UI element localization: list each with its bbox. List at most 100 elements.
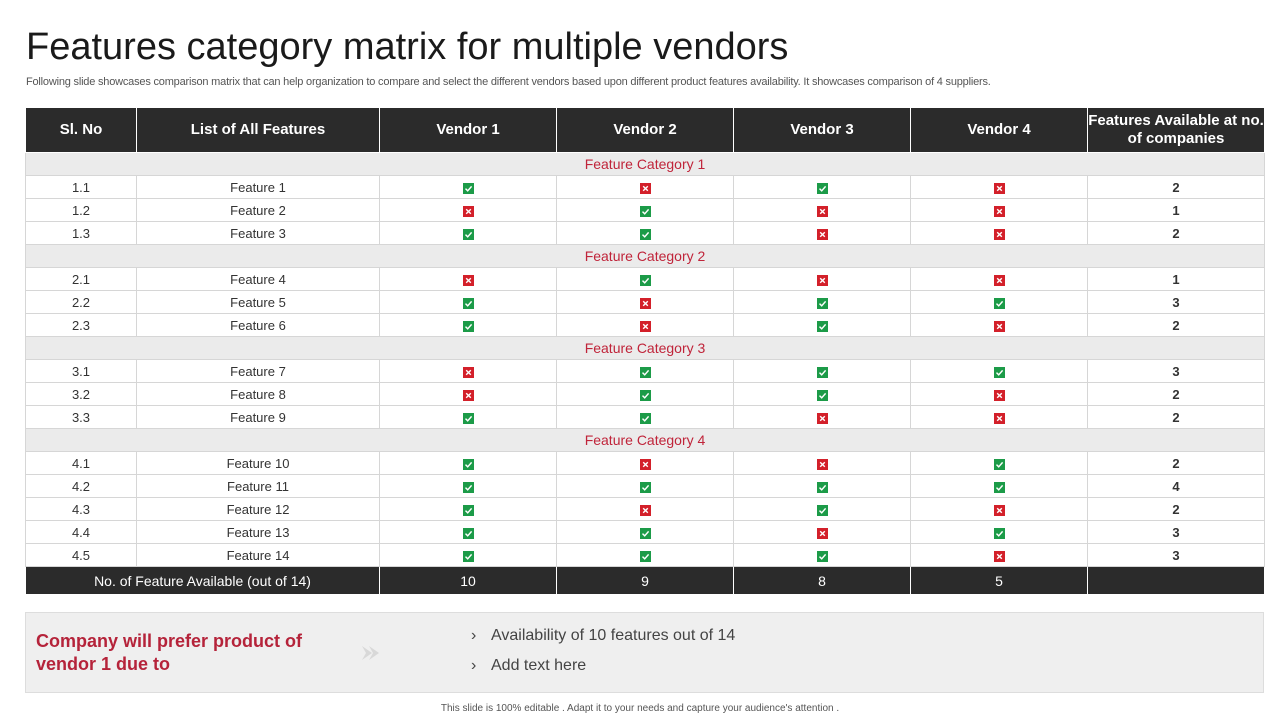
vendor-cell: [910, 520, 1088, 544]
feature-name: Feature 5: [136, 290, 380, 314]
serial-number: 1.1: [25, 175, 137, 199]
point: › Add text here: [471, 657, 735, 687]
unavailable-icon: [639, 297, 651, 309]
company-count: 2: [1087, 405, 1265, 429]
unavailable-icon: [462, 205, 474, 217]
column-header: List of All Features: [136, 107, 380, 153]
available-icon: [462, 481, 474, 493]
unavailable-icon: [993, 228, 1005, 240]
vendor-cell: [733, 221, 911, 245]
category-name: Feature Category 2: [25, 244, 1265, 268]
total-empty: [1087, 566, 1265, 595]
vendor-cell: [379, 313, 557, 337]
vendor-cell: [556, 267, 734, 291]
serial-number: 4.5: [25, 543, 137, 567]
vendor-cell: [556, 359, 734, 383]
vendor-cell: [910, 359, 1088, 383]
available-icon: [816, 504, 828, 516]
vendor-cell: [556, 543, 734, 567]
available-icon: [462, 458, 474, 470]
available-icon: [816, 550, 828, 562]
unavailable-icon: [816, 412, 828, 424]
conclusion-box: Company will prefer product of vendor 1 …: [25, 612, 1264, 693]
available-icon: [639, 366, 651, 378]
vendor-cell: [733, 474, 911, 498]
available-icon: [462, 182, 474, 194]
vendor-cell: [556, 313, 734, 337]
feature-row: 4.2 Feature 11 4: [25, 474, 1265, 498]
vendor-cell: [910, 290, 1088, 314]
column-header: Sl. No: [25, 107, 137, 153]
serial-number: 2.1: [25, 267, 137, 291]
feature-name: Feature 4: [136, 267, 380, 291]
category-row: Feature Category 1: [25, 152, 1265, 176]
serial-number: 4.4: [25, 520, 137, 544]
available-icon: [639, 228, 651, 240]
company-count: 3: [1087, 520, 1265, 544]
vendor-cell: [733, 313, 911, 337]
vendor-cell: [910, 497, 1088, 521]
available-icon: [816, 297, 828, 309]
available-icon: [993, 527, 1005, 539]
feature-name: Feature 9: [136, 405, 380, 429]
feature-row: 4.4 Feature 13 3: [25, 520, 1265, 544]
feature-name: Feature 12: [136, 497, 380, 521]
vendor-cell: [379, 267, 557, 291]
total-row: No. of Feature Available (out of 14) 10 9 8…: [25, 566, 1265, 595]
unavailable-icon: [993, 504, 1005, 516]
unavailable-icon: [816, 274, 828, 286]
feature-name: Feature 2: [136, 198, 380, 222]
conclusion-points: › Availability of 10 features out of 14 › A…: [471, 627, 735, 687]
available-icon: [462, 527, 474, 539]
total-value: 9: [556, 566, 734, 595]
available-icon: [993, 297, 1005, 309]
available-icon: [639, 274, 651, 286]
feature-row: 2.1 Feature 4 1: [25, 267, 1265, 291]
serial-number: 3.3: [25, 405, 137, 429]
feature-name: Feature 1: [136, 175, 380, 199]
feature-name: Feature 3: [136, 221, 380, 245]
matrix-table: Sl. No List of All Features Vendor 1 Vendor…: [25, 107, 1265, 595]
vendor-cell: [910, 451, 1088, 475]
vendor-cell: [910, 198, 1088, 222]
category-name: Feature Category 4: [25, 428, 1265, 452]
company-count: 2: [1087, 382, 1265, 406]
available-icon: [816, 182, 828, 194]
title: Features category matrix for multiple ve…: [26, 26, 789, 68]
footer-note: This slide is 100% editable . Adapt it t…: [440, 703, 840, 714]
company-count: 2: [1087, 221, 1265, 245]
company-count: 2: [1087, 497, 1265, 521]
serial-number: 3.1: [25, 359, 137, 383]
category-name: Feature Category 3: [25, 336, 1265, 360]
vendor-cell: [379, 198, 557, 222]
serial-number: 4.1: [25, 451, 137, 475]
available-icon: [462, 320, 474, 332]
serial-number: 1.2: [25, 198, 137, 222]
available-icon: [816, 320, 828, 332]
unavailable-icon: [462, 274, 474, 286]
available-icon: [639, 550, 651, 562]
vendor-cell: [379, 497, 557, 521]
available-icon: [993, 458, 1005, 470]
vendor-cell: [733, 267, 911, 291]
company-count: 4: [1087, 474, 1265, 498]
unavailable-icon: [639, 320, 651, 332]
available-icon: [993, 366, 1005, 378]
company-count: 2: [1087, 175, 1265, 199]
unavailable-icon: [993, 205, 1005, 217]
conclusion-heading: Company will prefer product of vendor 1 …: [36, 631, 303, 674]
total-value: 8: [733, 566, 911, 595]
company-count: 3: [1087, 543, 1265, 567]
category-name: Feature Category 1: [25, 152, 1265, 176]
feature-row: 3.2 Feature 8 2: [25, 382, 1265, 406]
unavailable-icon: [816, 527, 828, 539]
vendor-cell: [556, 451, 734, 475]
vendor-cell: [910, 543, 1088, 567]
vendor-cell: [556, 405, 734, 429]
unavailable-icon: [816, 458, 828, 470]
vendor-cell: [910, 267, 1088, 291]
vendor-cell: [556, 474, 734, 498]
unavailable-icon: [639, 182, 651, 194]
bullet-marker: ›: [471, 627, 477, 644]
